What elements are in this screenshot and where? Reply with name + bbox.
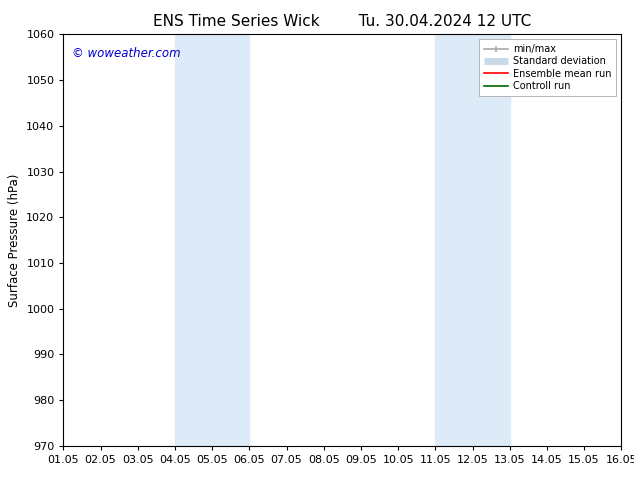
Y-axis label: Surface Pressure (hPa): Surface Pressure (hPa): [8, 173, 21, 307]
Text: © woweather.com: © woweather.com: [72, 47, 181, 60]
Bar: [175, 34, 249, 446]
Bar: [436, 34, 510, 446]
Legend: min/max, Standard deviation, Ensemble mean run, Controll run: min/max, Standard deviation, Ensemble me…: [479, 39, 616, 96]
Title: ENS Time Series Wick        Tu. 30.04.2024 12 UTC: ENS Time Series Wick Tu. 30.04.2024 12 U…: [153, 14, 531, 29]
